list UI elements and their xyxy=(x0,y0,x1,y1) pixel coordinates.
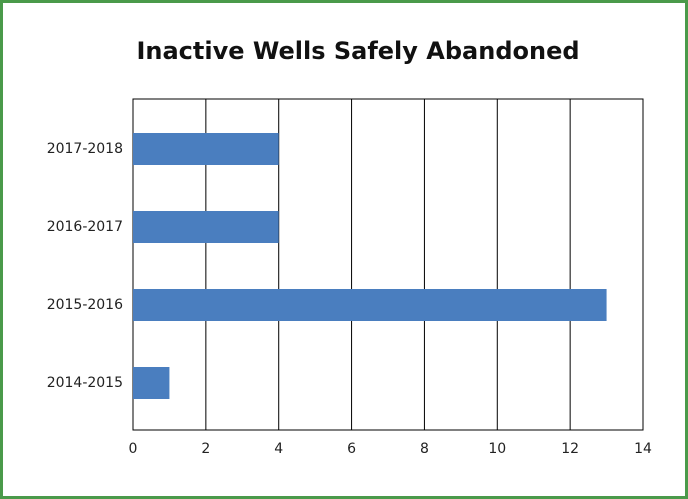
x-tick-label: 0 xyxy=(129,441,138,457)
bar xyxy=(133,289,607,321)
chart-title: Inactive Wells Safely Abandoned xyxy=(136,37,579,65)
bar xyxy=(133,133,279,165)
x-tick-label: 2 xyxy=(201,441,210,457)
x-tick-label: 6 xyxy=(347,441,356,457)
x-tick-label: 10 xyxy=(488,441,506,457)
x-tick-label: 14 xyxy=(634,441,652,457)
y-tick-label: 2016-2017 xyxy=(47,219,123,235)
bar xyxy=(133,367,170,399)
bar xyxy=(133,211,279,243)
y-tick-label: 2015-2016 xyxy=(47,297,123,313)
y-tick-label: 2017-2018 xyxy=(47,141,123,157)
y-tick-label: 2014-2015 xyxy=(47,375,123,391)
x-tick-label: 8 xyxy=(420,441,429,457)
x-tick-label: 4 xyxy=(274,441,283,457)
x-tick-label: 12 xyxy=(561,441,579,457)
